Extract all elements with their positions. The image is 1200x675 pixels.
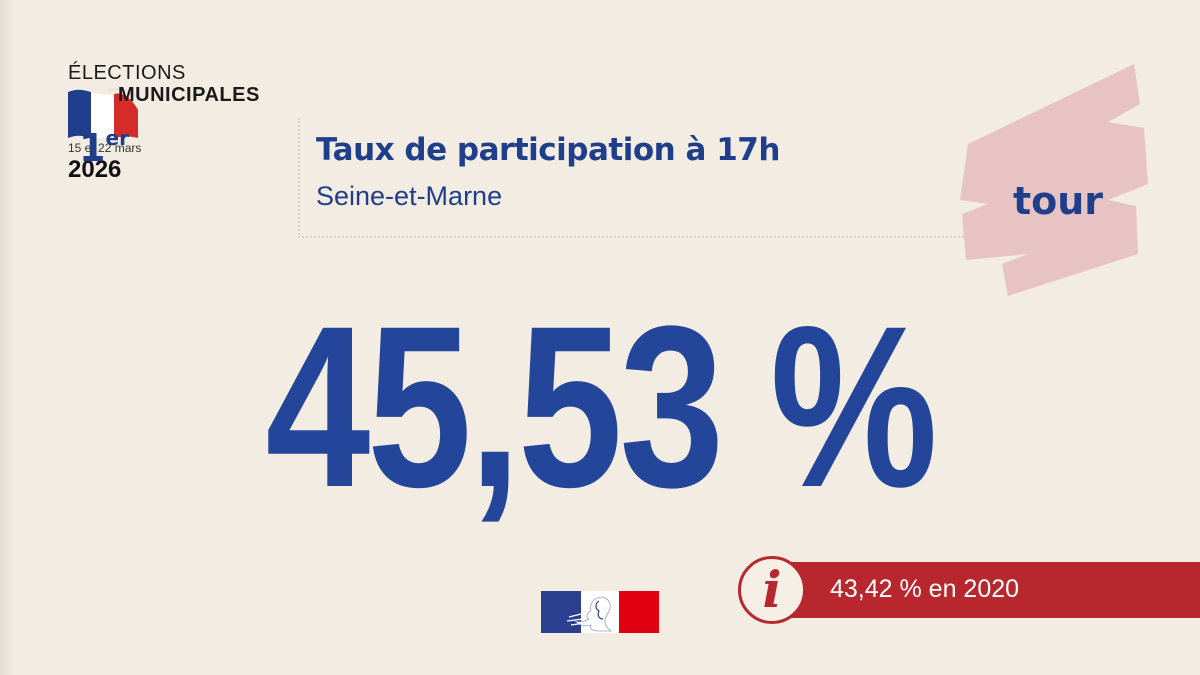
logo-line-2: MUNICIPALES	[118, 84, 260, 106]
info-icon: i	[762, 560, 782, 619]
info-badge	[738, 556, 806, 624]
edge-shadow	[0, 0, 14, 675]
comparison-text: 43,42 % en 2020	[830, 575, 1020, 603]
french-flag-icon	[68, 87, 138, 138]
round-number: 1er	[64, 128, 144, 167]
brush-stroke-shape	[960, 64, 1148, 296]
round-number-suffix: er	[105, 126, 129, 150]
title-frame	[298, 118, 964, 238]
round-word: tour	[1012, 179, 1104, 223]
round-badge	[958, 64, 1148, 296]
marianne-logo-icon	[541, 591, 659, 633]
page-title: Taux de participation à 17h	[316, 132, 780, 168]
participation-value: 45,53 %	[265, 278, 937, 535]
logo-dates: 15 et 22 mars	[68, 141, 142, 155]
elections-logo: ÉLECTIONS MUNICIPALES 15 et 22 mars 2026	[0, 0, 300, 200]
page-subtitle: Seine-et-Marne	[316, 181, 503, 211]
round-number-digit: 1	[79, 126, 106, 170]
logo-line-1: ÉLECTIONS	[68, 62, 186, 84]
logo-year: 2026	[68, 156, 122, 183]
comparison-bar	[780, 562, 1200, 618]
